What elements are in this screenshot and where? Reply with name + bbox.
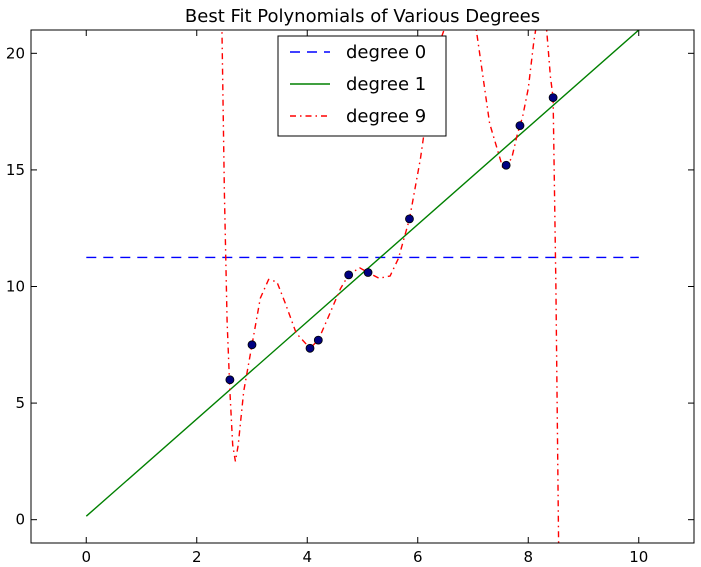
data-point — [501, 160, 511, 170]
legend-label: degree 9 — [346, 106, 426, 127]
y-tick-label: 0 — [15, 511, 25, 529]
x-tick-label: 4 — [302, 548, 312, 566]
chart-title: Best Fit Polynomials of Various Degrees — [185, 6, 540, 27]
y-tick-label: 10 — [6, 278, 25, 296]
series-degree-9 — [221, 30, 560, 543]
data-point — [225, 375, 235, 385]
x-tick-label: 6 — [413, 548, 423, 566]
x-tick-label: 10 — [629, 548, 648, 566]
x-tick-label: 0 — [81, 548, 91, 566]
axis-ticks: 0 2 4 6 8 10 0 5 10 15 20 — [6, 30, 694, 566]
data-point — [313, 335, 323, 345]
y-tick-label: 15 — [6, 161, 25, 179]
series-layer — [85, 30, 640, 543]
data-point — [247, 340, 257, 350]
legend-box — [277, 35, 447, 137]
data-point — [344, 270, 354, 280]
legend-label: degree 1 — [346, 74, 426, 95]
x-tick-label: 2 — [192, 548, 202, 566]
data-point — [548, 93, 558, 103]
data-point — [363, 268, 373, 277]
legend-label: degree 0 — [346, 42, 426, 63]
data-point — [305, 343, 315, 353]
y-tick-label: 20 — [6, 44, 25, 62]
legend: degree 0 degree 1 degree 9 — [277, 35, 447, 137]
plot-frame — [30, 29, 695, 544]
x-tick-label: 8 — [523, 548, 533, 566]
data-point — [405, 214, 414, 224]
y-tick-label: 5 — [15, 394, 25, 412]
series-degree-1 — [85, 30, 640, 517]
data-point — [515, 121, 525, 131]
data-points — [225, 93, 558, 385]
